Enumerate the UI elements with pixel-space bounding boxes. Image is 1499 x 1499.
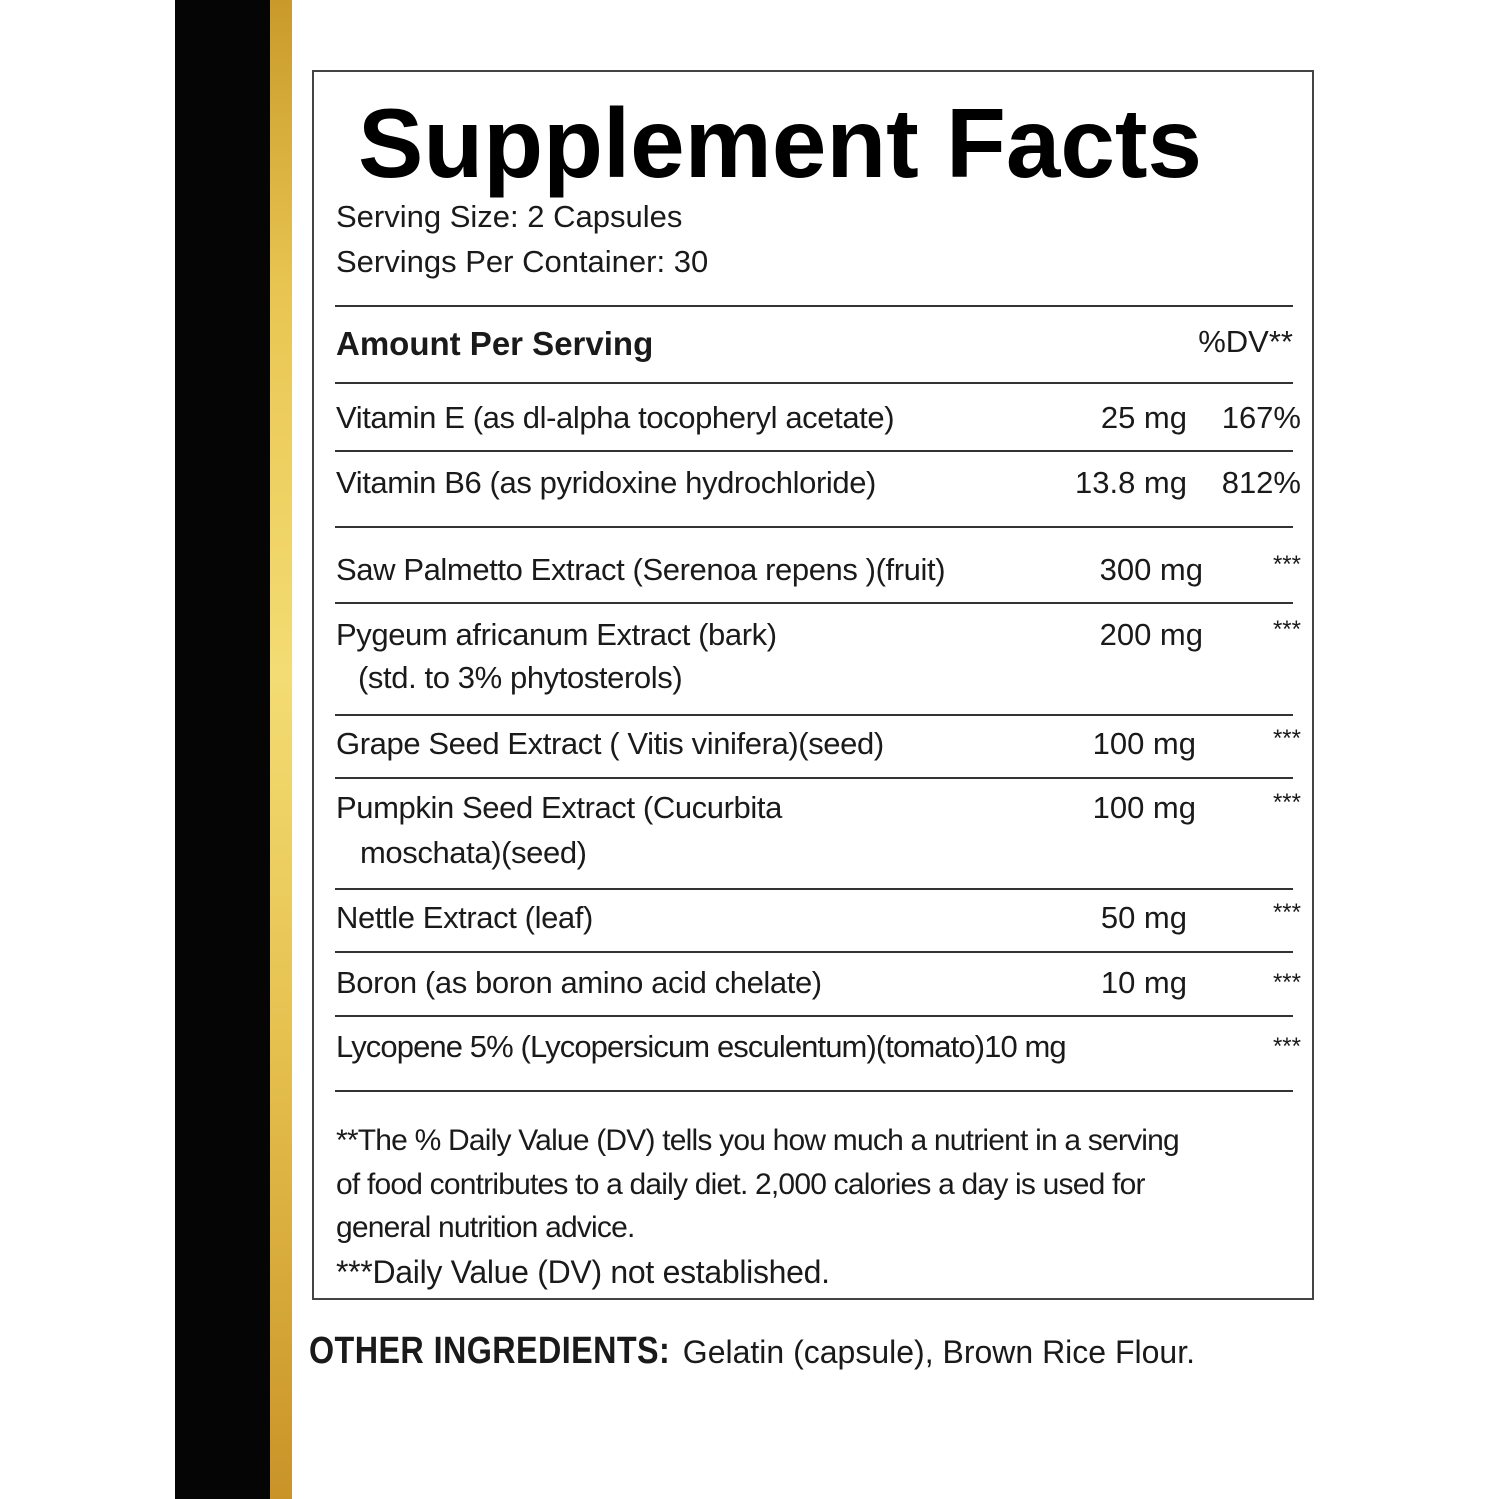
footnote-line: ***Daily Value (DV) not established. [336, 1254, 830, 1290]
footnote-line: of food contributes to a daily diet. 2,0… [336, 1168, 1145, 1201]
divider [335, 714, 1293, 716]
amount-per-serving-header: Amount Per Serving [336, 325, 654, 362]
other-ingredients-label: OTHER INGREDIENTS: [309, 1330, 671, 1372]
divider [335, 526, 1293, 528]
divider [335, 1090, 1293, 1092]
ingredient-name: Saw Palmetto Extract (Serenoa repens )(f… [336, 552, 946, 587]
ingredient-amount: 200 mg [1099, 617, 1203, 652]
gold-stripe [270, 0, 292, 1499]
ingredient-dv: *** [1272, 789, 1301, 816]
black-stripe [175, 0, 270, 1499]
divider [335, 382, 1293, 384]
ingredient-name: Grape Seed Extract ( Vitis vinifera)(see… [336, 726, 884, 761]
ingredient-dv: 812% [1221, 465, 1301, 500]
divider [335, 1015, 1293, 1017]
ingredient-name: Vitamin E (as dl-alpha tocopheryl acetat… [336, 400, 895, 435]
divider [335, 777, 1293, 779]
servings-per-container: Servings Per Container: 30 [336, 244, 709, 279]
ingredient-dv: *** [1272, 725, 1301, 752]
ingredient-name: Pumpkin Seed Extract (Cucurbita [336, 790, 782, 825]
ingredient-name: Vitamin B6 (as pyridoxine hydrochloride) [336, 465, 876, 500]
ingredient-amount: 300 mg [1099, 552, 1203, 587]
ingredient-name: Pygeum africanum Extract (bark) [336, 617, 777, 652]
panel-title: Supplement Facts [358, 88, 1203, 198]
ingredient-name: Boron (as boron amino acid chelate) [336, 965, 822, 1000]
divider [335, 888, 1293, 890]
ingredient-amount: 50 mg [1100, 900, 1187, 935]
ingredient-dv: *** [1272, 969, 1301, 996]
ingredient-amount: 100 mg [1092, 790, 1196, 825]
other-ingredients: OTHER INGREDIENTS: Gelatin (capsule), Br… [309, 1330, 1195, 1373]
divider [335, 305, 1293, 307]
footnote-line: **The % Daily Value (DV) tells you how m… [336, 1124, 1180, 1157]
footnote-line: general nutrition advice. [336, 1211, 635, 1244]
dv-header: %DV** [1198, 324, 1293, 359]
ingredient-amount: 13.8 mg [1074, 465, 1187, 500]
ingredient-dv: *** [1272, 616, 1301, 643]
divider [335, 951, 1293, 953]
other-ingredients-value: Gelatin (capsule), Brown Rice Flour. [673, 1334, 1195, 1370]
ingredient-dv: *** [1272, 899, 1301, 926]
supplement-facts-panel [312, 70, 1314, 1300]
ingredient-name: Nettle Extract (leaf) [336, 900, 593, 935]
ingredient-dv: 167% [1221, 400, 1301, 435]
ingredient-amount: 10 mg [1100, 965, 1187, 1000]
ingredient-amount: 100 mg [1092, 726, 1196, 761]
ingredient-name-line2: moschata)(seed) [360, 835, 587, 870]
ingredient-name-line2: (std. to 3% phytosterols) [358, 660, 683, 695]
ingredient-name: Lycopene 5% (Lycopersicum esculentum)(to… [336, 1029, 1067, 1064]
divider [335, 450, 1293, 452]
ingredient-amount: 25 mg [1100, 400, 1187, 435]
ingredient-dv: *** [1272, 1033, 1301, 1060]
ingredient-dv: *** [1272, 551, 1301, 578]
divider [335, 602, 1293, 604]
serving-size: Serving Size: 2 Capsules [336, 199, 683, 234]
